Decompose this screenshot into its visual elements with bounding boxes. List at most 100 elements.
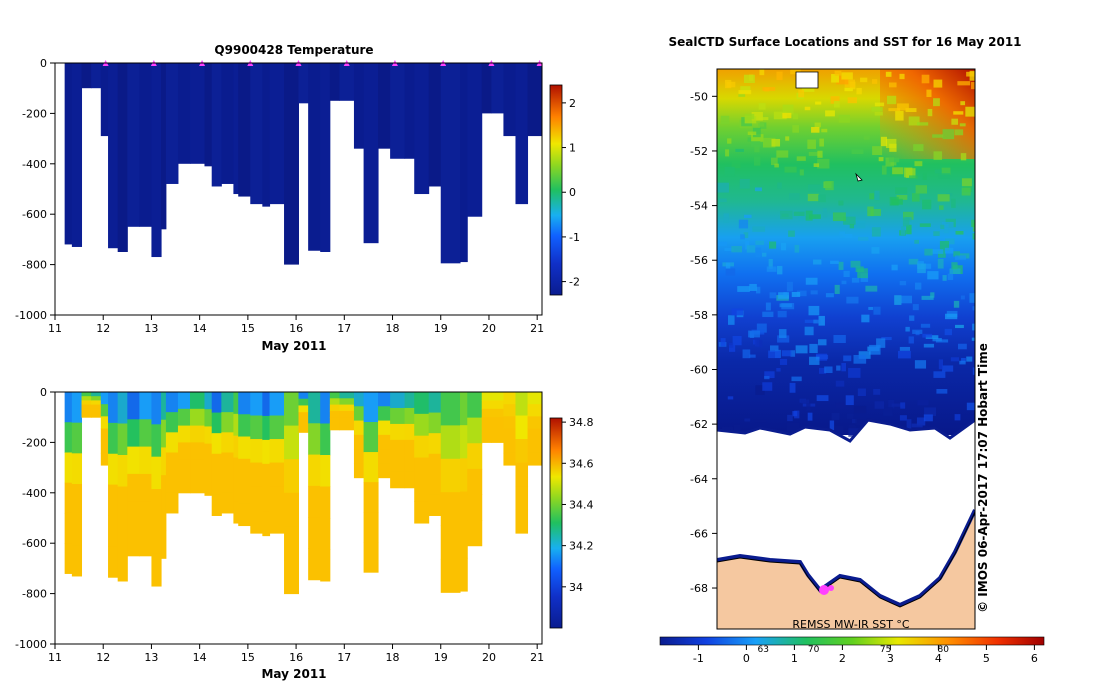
temperature-profile-bar	[378, 63, 391, 149]
salinity-profile-cell	[233, 501, 239, 524]
sst-pixel	[911, 423, 923, 428]
sea-ice-region	[717, 420, 975, 560]
salinity-profile-cell	[363, 422, 379, 453]
sst-pixel	[906, 419, 912, 429]
salinity-profile-cell	[339, 398, 355, 406]
salinity-profile-cell	[527, 392, 543, 405]
sst-pixel	[885, 71, 892, 77]
sst-colorbar-tick-label: 5	[983, 652, 990, 665]
salinity-profile-cell	[308, 454, 321, 487]
salinity-profile-cell	[527, 428, 543, 442]
sst-pixel	[731, 308, 743, 316]
salinity-profile-cell	[284, 392, 299, 427]
sst-pixel	[921, 295, 934, 300]
sst-map-title: SealCTD Surface Locations and SST for 16…	[668, 35, 1021, 49]
sst-pixel	[750, 141, 761, 147]
sst-pixel	[843, 216, 856, 225]
temperature-profile-bar	[161, 63, 167, 230]
salinity-profile-cell	[64, 512, 73, 544]
salinity-profile-cell	[238, 503, 251, 527]
sst-pixel	[933, 231, 940, 236]
salinity-profile-cell	[64, 543, 73, 574]
sst-pixel	[784, 166, 797, 173]
sst-pixel	[899, 415, 907, 421]
x-tick-label: 21	[530, 322, 544, 335]
y-tick-label: -800	[22, 259, 47, 272]
temperature-profile-bar	[127, 63, 140, 227]
salinity-profile-cell	[390, 471, 406, 489]
sst-pixel	[815, 101, 822, 105]
colorbar-tick-label: 34	[569, 581, 583, 594]
salinity-profile-cell	[204, 460, 213, 479]
salinity-profile-cell	[378, 392, 391, 407]
salinity-profile-cell	[91, 408, 102, 414]
sst-pixel	[738, 219, 749, 229]
sst-pixel	[744, 418, 751, 422]
salinity-profile-cell	[190, 408, 205, 427]
salinity-profile-cell	[320, 518, 331, 550]
sst-colorbar-tick-label: 2	[839, 652, 846, 665]
sst-pixel	[940, 224, 945, 230]
salinity-profile-cell	[117, 486, 128, 519]
sst-pixel	[855, 419, 863, 426]
sst-pixel	[779, 303, 792, 308]
salinity-profile-cell	[467, 443, 483, 470]
sst-pixel	[851, 419, 857, 424]
sst-pixel	[891, 198, 903, 205]
sst-pixel	[810, 290, 818, 295]
temperature-profile-bar	[481, 63, 492, 114]
temperature-profile-bar	[460, 63, 468, 263]
sst-pixel	[850, 260, 861, 268]
salinity-profile-cell	[177, 425, 191, 443]
sst-pixel	[732, 335, 742, 346]
sst-pixel	[717, 241, 727, 246]
temperature-profile-bar	[308, 63, 321, 251]
sst-pixel	[804, 326, 814, 336]
salinity-profile-cell	[329, 423, 340, 431]
x-tick-label: 20	[482, 651, 496, 664]
sst-pixel	[842, 234, 853, 238]
salinity-profile-cell	[100, 440, 109, 454]
salinity-profile-cell	[211, 433, 222, 455]
sst-pixel	[908, 336, 914, 344]
sst-pixel	[927, 108, 933, 117]
sst-pixel	[873, 306, 881, 315]
sst-pixel	[813, 163, 820, 167]
temperature-profile-bar	[71, 63, 83, 247]
sst-pixel	[944, 247, 954, 254]
salinity-profile-cell	[363, 392, 379, 423]
salinity-profile-cell	[250, 392, 263, 417]
salinity-profile-cell	[139, 473, 152, 502]
temperature-colorbar	[549, 84, 563, 296]
salinity-profile-cell	[339, 423, 355, 431]
sst-pixel	[780, 242, 787, 251]
sst-pixel	[873, 388, 881, 395]
sst-pixel	[974, 148, 975, 158]
sst-pixel	[748, 330, 760, 338]
sst-pixel	[872, 146, 883, 155]
sst-pixel	[817, 150, 823, 158]
salinity-profile-cell	[127, 419, 140, 448]
sst-pixel	[780, 210, 793, 220]
sst-pixel	[942, 275, 947, 281]
sst-pixel	[947, 273, 954, 281]
sst-pixel	[738, 90, 752, 95]
sst-pixel	[874, 190, 880, 201]
salinity-profile-cell	[353, 392, 365, 407]
salinity-profile-cell	[238, 481, 251, 504]
sst-pixel	[790, 350, 796, 357]
sst-pixel	[825, 180, 834, 191]
salinity-profile-cell	[491, 408, 504, 418]
sst-pixel	[825, 293, 834, 298]
salinity-profile-cell	[204, 392, 213, 410]
y-tick-label: 0	[40, 57, 47, 70]
salinity-profile-cell	[262, 487, 271, 513]
sst-pixel	[792, 125, 799, 133]
sst-colorbar-tick-label: 1	[791, 652, 798, 665]
sst-pixel	[889, 143, 897, 152]
sst-pixel	[933, 371, 946, 378]
sst-colorbar-tick-label: -1	[693, 652, 704, 665]
sst-pixel	[813, 259, 822, 265]
sst-pixel	[805, 210, 813, 221]
salinity-profile-cell	[221, 452, 234, 474]
